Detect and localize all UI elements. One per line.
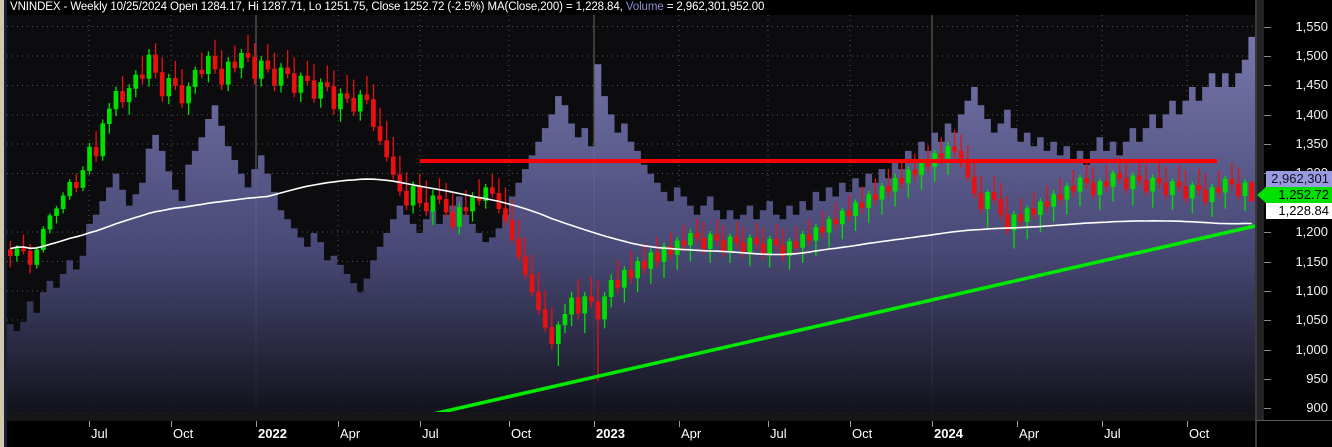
price-axis-label: 1,000: [1295, 342, 1328, 357]
date-axis-tick: [1187, 421, 1188, 427]
date-axis-label: Apr: [1019, 426, 1040, 441]
price-axis-label: 1,050: [1295, 312, 1328, 327]
date-axis-label: 2024: [934, 426, 963, 441]
price-axis-tick: [1264, 27, 1271, 28]
price-axis-tick: [1264, 350, 1271, 351]
chart-canvas: [7, 15, 1255, 420]
price-axis[interactable]: 1,5501,5001,4501,4001,3501,3001,2001,150…: [1255, 0, 1332, 447]
date-axis-tick: [932, 421, 933, 427]
price-axis-label: 1,450: [1295, 77, 1328, 92]
date-axis-band: [7, 412, 1255, 421]
date-axis-label: 2023: [596, 426, 625, 441]
price-axis-label: 1,550: [1295, 19, 1328, 34]
ma-price-marker[interactable]: 1,228.84: [1266, 203, 1332, 219]
price-axis-tick: [1264, 379, 1271, 380]
date-axis-tick: [338, 421, 339, 427]
price-axis-label: 1,400: [1295, 107, 1328, 122]
price-axis-label: 950: [1306, 371, 1328, 386]
price-axis-tick: [1264, 144, 1271, 145]
date-axis-label: Jul: [91, 426, 108, 441]
left-accent-rail-inner: [4, 0, 7, 447]
date-axis-label: Oct: [1189, 426, 1210, 441]
quote-header: VNINDEX - Weekly 10/25/2024 Open 1284.17…: [7, 0, 1255, 15]
date-axis[interactable]: Jul Oct 2022 Apr Jul Oct 2023 Apr Jul Oct 2024 Apr J…: [7, 412, 1255, 447]
date-axis-tick: [171, 421, 172, 427]
date-axis-tick: [509, 421, 510, 427]
date-axis-label: 2022: [258, 426, 287, 441]
price-axis-label: 1,200: [1295, 224, 1328, 239]
date-axis-tick: [768, 421, 769, 427]
price-axis-tick: [1264, 262, 1271, 263]
date-axis-tick: [594, 421, 595, 427]
date-axis-tick: [420, 421, 421, 427]
date-axis-label: Jul: [1104, 426, 1121, 441]
price-axis-rail: [1257, 0, 1264, 420]
date-axis-tick: [1102, 421, 1103, 427]
date-axis-tick: [850, 421, 851, 427]
volume-label: Volume: [625, 1, 664, 13]
axis-corner: [1255, 420, 1332, 447]
price-axis-tick: [1264, 85, 1271, 86]
price-axis-tick: [1264, 408, 1271, 409]
date-axis-label: Oct: [173, 426, 194, 441]
date-axis-tick: [256, 421, 257, 427]
price-axis-label: 1,500: [1295, 48, 1328, 63]
date-axis-label: Oct: [852, 426, 873, 441]
price-axis-label: 1,350: [1295, 136, 1328, 151]
volume-price-marker[interactable]: 2,962,301: [1266, 171, 1332, 187]
date-axis-label: Jul: [422, 426, 439, 441]
price-axis-tick: [1264, 115, 1271, 116]
date-axis-tick: [1017, 421, 1018, 427]
date-axis-tick: [89, 421, 90, 427]
price-axis-tick: [1264, 232, 1271, 233]
volume-value: = 2,962,301,952.00: [663, 1, 765, 13]
date-axis-tick: [679, 421, 680, 427]
price-axis-label: 1,100: [1295, 283, 1328, 298]
price-axis-label: 900: [1306, 400, 1328, 415]
price-axis-tick: [1264, 320, 1271, 321]
date-axis-label: Oct: [511, 426, 532, 441]
left-accent-rail: [0, 0, 4, 447]
date-axis-label: Apr: [681, 426, 702, 441]
chart-plot-area[interactable]: [7, 15, 1255, 420]
price-axis-tick: [1264, 291, 1271, 292]
date-axis-label: Apr: [340, 426, 361, 441]
last-price-marker[interactable]: 1,252.72: [1257, 187, 1332, 203]
date-axis-label: Jul: [770, 426, 787, 441]
price-axis-label: 1,150: [1295, 254, 1328, 269]
quote-header-main: VNINDEX - Weekly 10/25/2024 Open 1284.17…: [10, 1, 626, 13]
price-axis-tick: [1264, 56, 1271, 57]
